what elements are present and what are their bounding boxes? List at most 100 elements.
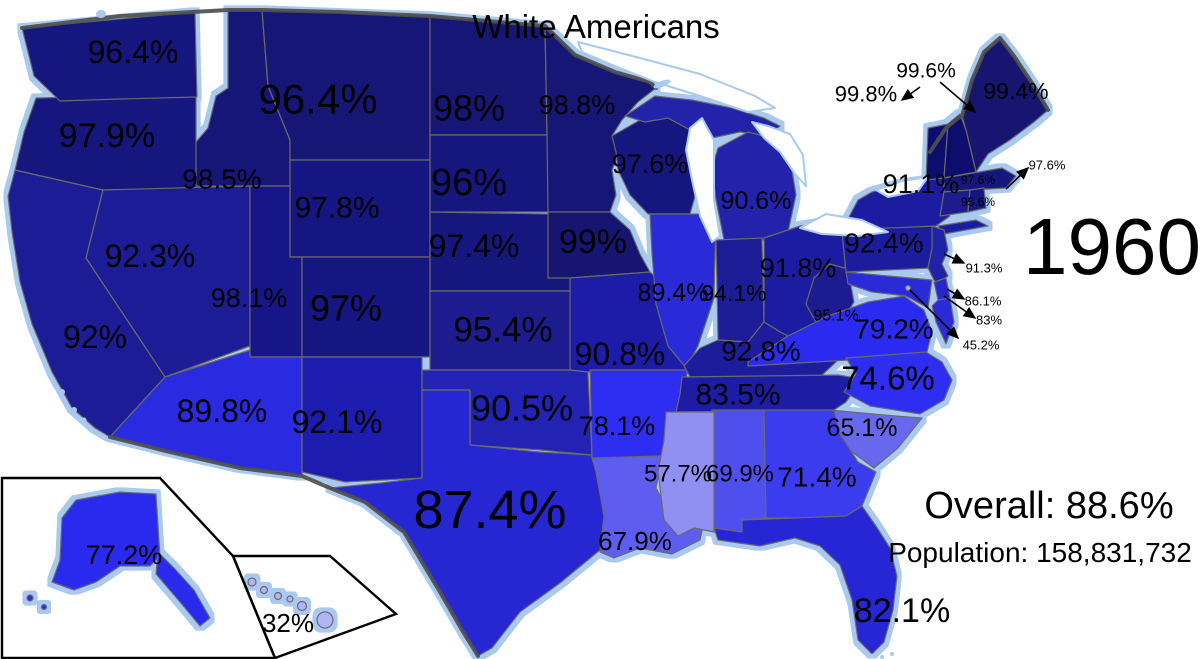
lake-huron	[751, 121, 807, 187]
state-hi	[286, 595, 294, 603]
state-me	[961, 37, 1049, 173]
static-text-layer: White Americans 1960 Overall: 88.6% Popu…	[472, 8, 1200, 568]
maine-border-shadow	[928, 36, 1050, 154]
state-value-label-wi: 97.6%	[612, 149, 689, 179]
state-dc	[904, 284, 912, 292]
canada-border-shadow	[20, 8, 658, 90]
state-value-label-sd: 96%	[431, 162, 507, 204]
state-value-label-ar: 78.1%	[579, 411, 656, 441]
state-hi	[259, 585, 269, 595]
state-value-label-wv: 95.1%	[813, 308, 858, 325]
state-ms	[657, 411, 715, 537]
callout-arrow-ri	[1005, 166, 1030, 190]
state-value-label-ne: 97.4%	[429, 228, 520, 264]
state-value-label-ky: 92.8%	[721, 336, 800, 367]
callout-arrow-nj	[943, 253, 966, 264]
state-ia	[547, 211, 651, 279]
state-value-label-mn: 98.8%	[539, 90, 616, 120]
lake-michigan	[685, 117, 721, 243]
state-value-label-ny: 91.1%	[883, 169, 960, 199]
state-nv	[85, 185, 251, 378]
state-nc	[843, 351, 953, 415]
state-value-label-ct: 95.6%	[961, 195, 995, 209]
state-nm	[301, 356, 423, 483]
state-value-label-ks: 95.4%	[453, 311, 552, 350]
florida-key	[890, 652, 894, 656]
state-value-label-mo: 90.8%	[575, 336, 666, 372]
lake-erie	[799, 213, 889, 237]
population-label: Population: 158,831,732	[888, 537, 1192, 568]
state-value-label-in: 94.1%	[701, 280, 766, 306]
state-hi	[296, 600, 308, 612]
year-label: 1960	[1023, 202, 1200, 291]
callout-arrow-md	[943, 295, 977, 319]
state-value-label-mt: 96.4%	[258, 76, 377, 123]
state-value-label-ga: 71.4%	[777, 462, 856, 493]
state-value-callout-md: 83%	[976, 313, 1002, 328]
state-value-label-wa: 96.4%	[88, 34, 179, 70]
state-va	[747, 295, 933, 367]
channel-island	[59, 389, 65, 395]
state-value-label-mi: 90.6%	[721, 187, 792, 215]
mexico-border-shadow	[108, 435, 480, 658]
hawaii-inset-frame	[231, 554, 399, 659]
states-layer	[7, 9, 1049, 657]
state-value-label-ca: 92%	[63, 319, 127, 355]
state-labels-layer: 92% 97.9% 96.4% 92.3% 98.5% 96.4% 97.8% 98.1% 97…	[59, 34, 1066, 638]
lakes-layer	[59, 10, 929, 659]
state-value-label-pa: 92.4%	[844, 228, 923, 259]
state-value-label-ak: 77.2%	[86, 540, 163, 570]
state-value-label-sc: 65.1%	[827, 414, 898, 442]
lake-ontario	[875, 176, 929, 198]
state-value-callout-de: 86.1%	[965, 294, 1002, 309]
state-value-label-nv: 92.3%	[105, 238, 196, 274]
state-hi	[273, 591, 283, 601]
state-value-label-ms: 57.7%	[644, 461, 712, 488]
state-value-label-nd: 98%	[433, 88, 505, 129]
lake-superior	[577, 41, 776, 113]
state-value-label-az: 89.8%	[177, 393, 268, 429]
florida-key	[870, 654, 874, 658]
state-value-label-tn: 83.5%	[695, 379, 780, 412]
state-value-label-al: 69.9%	[706, 461, 774, 488]
state-value-label-ma: 97.6%	[961, 173, 995, 187]
state-value-callout-nh: 99.6%	[896, 60, 956, 83]
channel-island	[71, 407, 77, 413]
state-value-label-fl: 82.1%	[854, 592, 950, 630]
state-md	[931, 297, 955, 345]
state-value-label-ok: 90.5%	[471, 388, 573, 429]
callout-arrow-dc	[909, 289, 960, 340]
callout-arrow-vt	[900, 86, 921, 101]
state-value-label-ia: 99%	[559, 223, 627, 261]
state-ny	[937, 219, 989, 235]
state-md	[845, 271, 933, 309]
state-tn	[675, 374, 863, 413]
state-value-label-oh: 91.8%	[760, 253, 837, 283]
state-value-label-hi: 32%	[262, 608, 314, 638]
state-nh	[943, 113, 977, 179]
state-de	[933, 277, 951, 301]
florida-key	[880, 655, 884, 659]
state-value-label-va: 79.2%	[854, 314, 933, 345]
state-value-label-la: 67.9%	[598, 526, 672, 556]
state-value-label-tx: 87.4%	[413, 480, 566, 540]
state-value-label-il: 89.4%	[638, 279, 709, 307]
state-value-callout-vt: 99.8%	[835, 82, 897, 107]
state-hi	[247, 577, 257, 587]
state-nj	[927, 225, 949, 285]
state-value-label-wy: 97.8%	[294, 192, 379, 225]
state-value-label-co: 97%	[310, 288, 382, 329]
puget-sound	[96, 10, 106, 18]
callout-arrow-de	[946, 288, 966, 300]
callout-arrow-nh	[939, 81, 977, 114]
state-value-label-nc: 74.6%	[841, 360, 935, 397]
state-ak	[51, 491, 161, 591]
state-ri	[967, 187, 987, 213]
country-border-shadow	[20, 8, 1050, 658]
state-ak	[40, 603, 48, 611]
state-ak	[26, 594, 34, 602]
state-value-label-ut: 98.1%	[211, 283, 288, 313]
map-title: White Americans	[472, 8, 720, 45]
